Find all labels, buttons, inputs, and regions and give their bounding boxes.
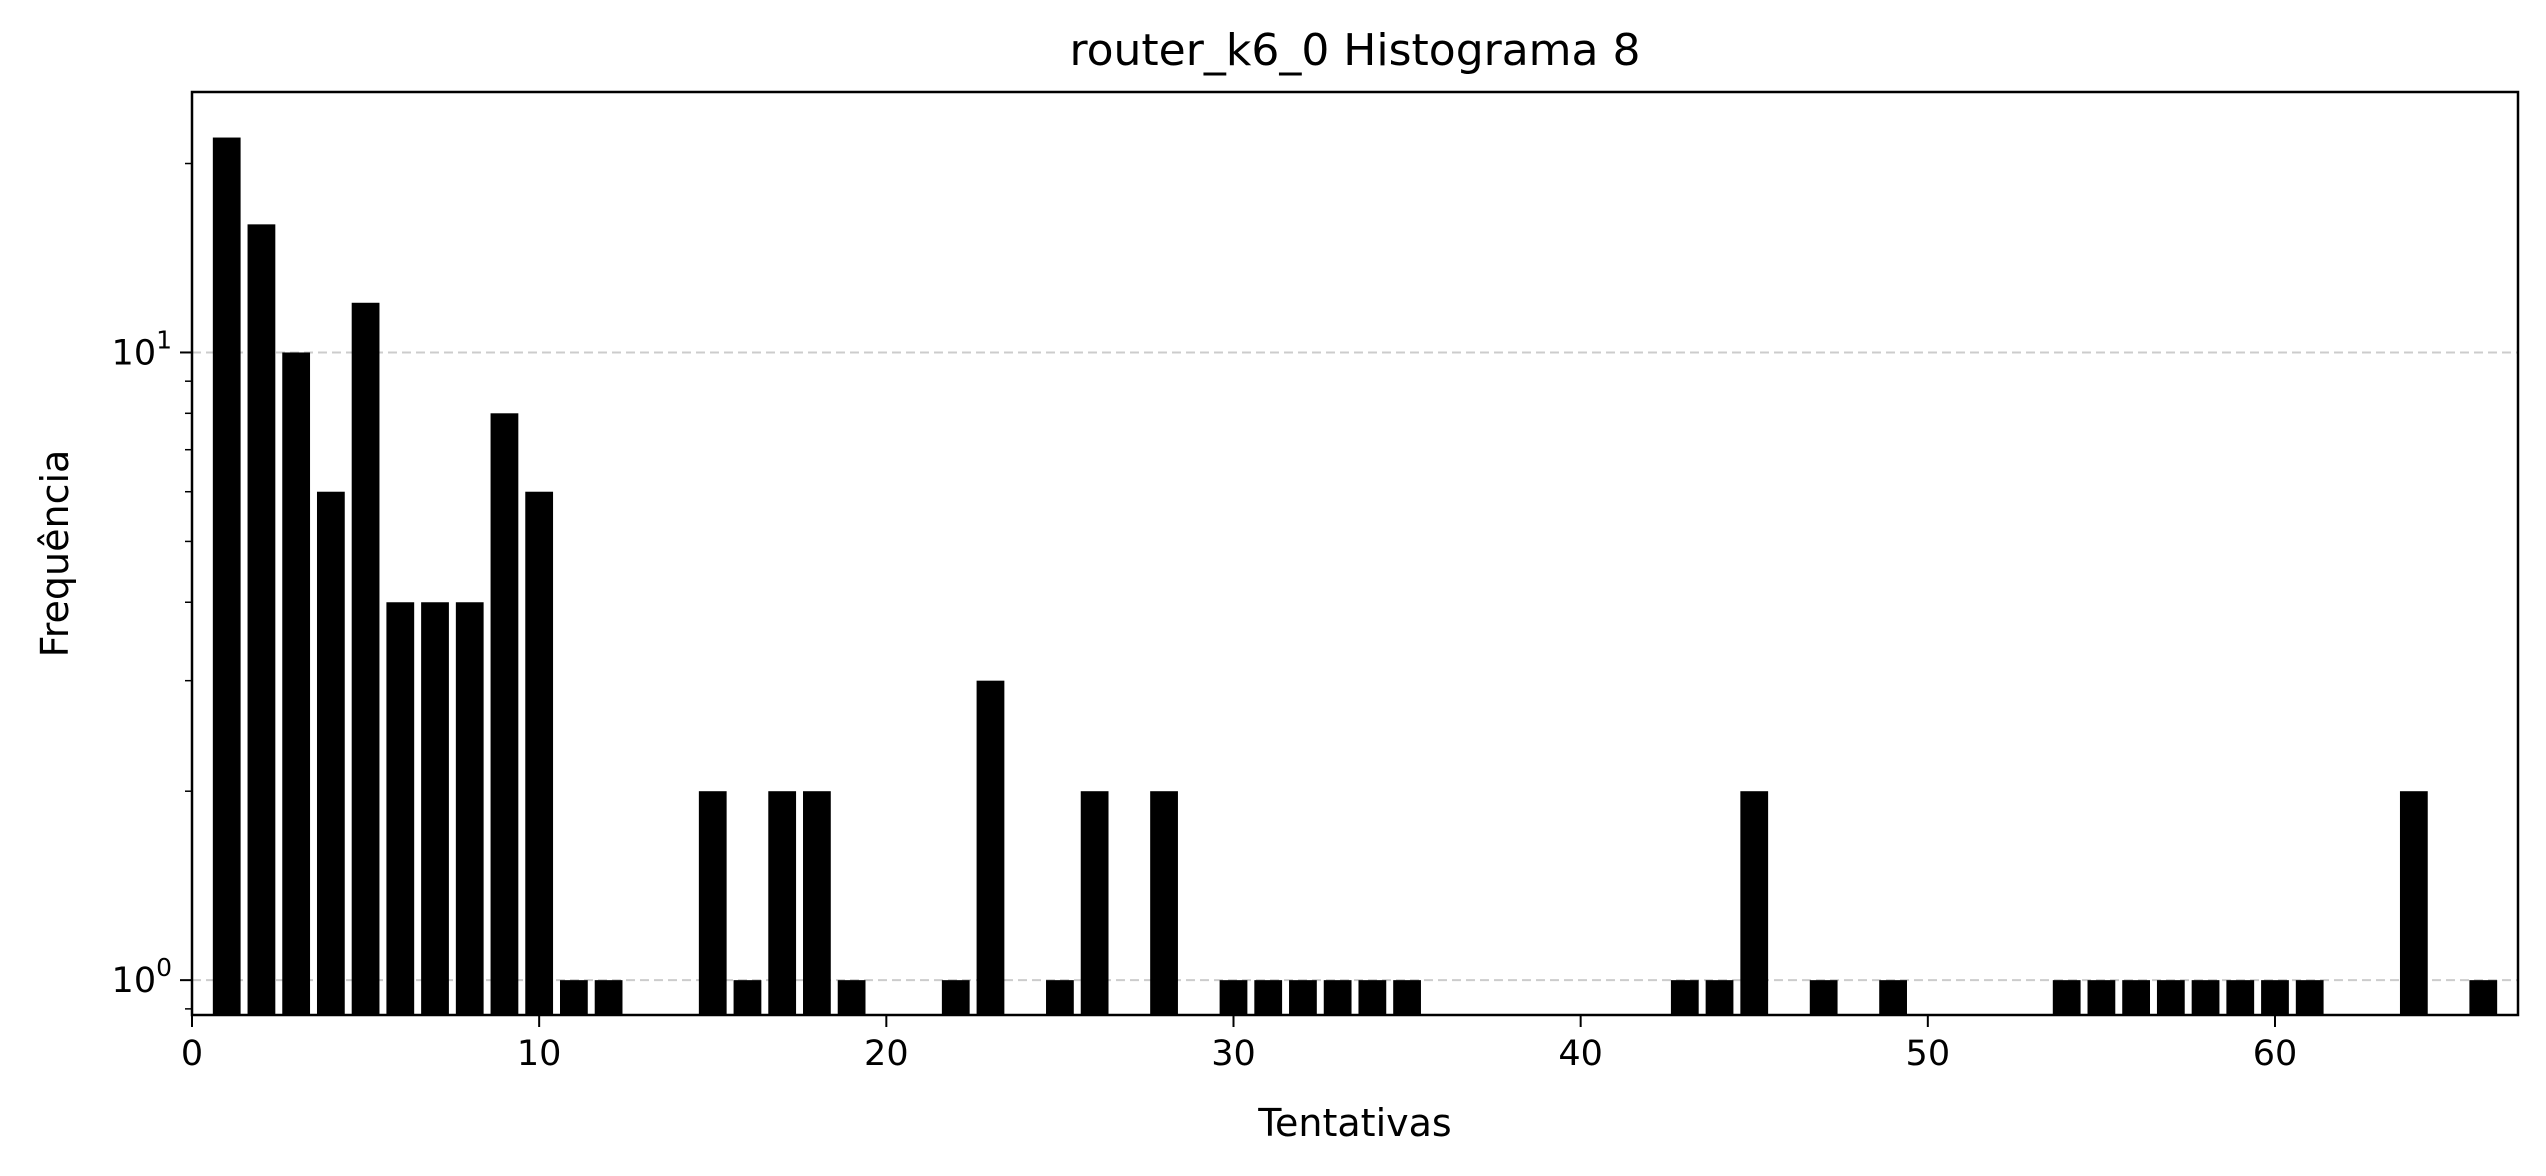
bar <box>768 791 797 1015</box>
bar <box>212 137 241 1016</box>
y-axis-ticks: 100 101 <box>112 162 192 1010</box>
bar <box>2191 980 2220 1015</box>
bar <box>525 491 554 1015</box>
chart-title: router_k6_0 Histograma 8 <box>1070 25 1641 76</box>
bar <box>421 602 449 1015</box>
bar <box>2295 980 2324 1015</box>
bar <box>1254 980 1283 1015</box>
bar <box>1705 980 1734 1015</box>
bar <box>1150 791 1178 1015</box>
bar <box>1393 980 1421 1015</box>
bar <box>1046 980 1074 1015</box>
bar <box>1740 791 1769 1015</box>
bar <box>2052 980 2081 1015</box>
bars <box>212 137 2498 1016</box>
bar <box>2156 980 2185 1015</box>
x-tick-label: 0 <box>181 1034 203 1074</box>
bar <box>351 302 380 1016</box>
bar <box>1289 980 1317 1015</box>
bar <box>282 352 311 1015</box>
bar <box>1219 980 1248 1015</box>
bar <box>698 791 727 1015</box>
x-tick-label: 20 <box>864 1034 909 1074</box>
bar <box>733 980 762 1015</box>
bar <box>316 491 345 1015</box>
x-tick-label: 10 <box>517 1034 562 1074</box>
bar <box>2469 980 2498 1015</box>
bar <box>1323 980 1352 1015</box>
bar <box>1358 980 1387 1015</box>
x-tick-label: 60 <box>2253 1034 2298 1074</box>
bar <box>1080 791 1109 1015</box>
bar <box>1879 980 1907 1015</box>
bar <box>2399 791 2428 1015</box>
plot-frame <box>190 90 2520 1017</box>
x-tick-label: 30 <box>1211 1034 1256 1074</box>
bar <box>594 980 623 1015</box>
bar <box>2087 980 2116 1015</box>
bar <box>1809 980 1838 1015</box>
x-axis-label: Tentativas <box>1257 1101 1451 1145</box>
bar <box>455 602 484 1015</box>
bar <box>2226 980 2255 1015</box>
y-tick-label: 101 <box>112 325 172 373</box>
y-tick-label: 100 <box>112 953 172 1001</box>
bar <box>386 602 415 1015</box>
bar <box>803 791 831 1015</box>
bar <box>941 980 970 1015</box>
bar <box>559 980 588 1015</box>
x-axis-ticks: 0 10 20 30 40 50 60 <box>181 1015 2297 1074</box>
bar <box>490 413 519 1015</box>
x-tick-label: 40 <box>1558 1034 1603 1074</box>
x-tick-label: 50 <box>1906 1034 1951 1074</box>
bar <box>247 224 276 1016</box>
bar <box>2261 980 2289 1015</box>
y-axis-label: Frequência <box>33 450 77 658</box>
bar <box>1670 980 1699 1015</box>
bar <box>837 980 866 1015</box>
bar <box>976 680 1005 1015</box>
bar <box>2122 980 2151 1015</box>
